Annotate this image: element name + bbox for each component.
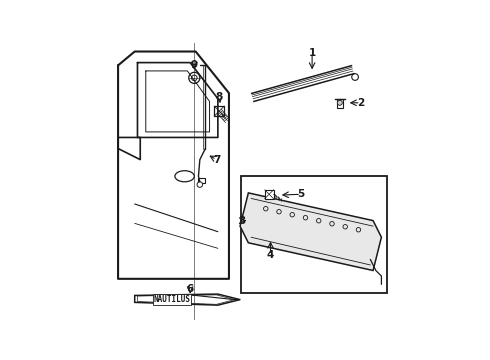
Circle shape — [352, 74, 358, 80]
Circle shape — [189, 72, 200, 84]
Polygon shape — [240, 193, 381, 270]
Polygon shape — [135, 294, 240, 305]
Text: 9: 9 — [191, 60, 198, 70]
Text: 4: 4 — [267, 250, 274, 260]
Circle shape — [197, 182, 203, 187]
Text: 8: 8 — [216, 92, 223, 102]
Text: 3: 3 — [239, 216, 246, 226]
Bar — [265, 190, 273, 199]
Bar — [242, 176, 387, 293]
Bar — [214, 106, 224, 116]
Text: 1: 1 — [309, 48, 316, 58]
Text: 7: 7 — [213, 155, 220, 165]
Text: 6: 6 — [187, 284, 194, 293]
Bar — [198, 178, 205, 183]
Text: 5: 5 — [297, 189, 305, 199]
Text: 2: 2 — [357, 98, 364, 108]
Text: NAUTILUS: NAUTILUS — [154, 295, 191, 304]
Circle shape — [337, 100, 343, 105]
Bar — [337, 99, 343, 108]
